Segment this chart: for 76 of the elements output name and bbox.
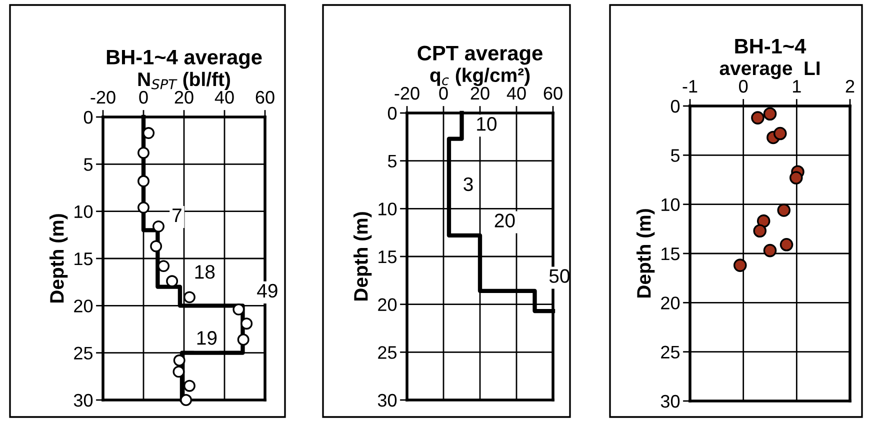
x-tick-label: 20 <box>174 90 194 104</box>
x-tick-label: -1 <box>682 80 698 93</box>
point <box>173 354 186 366</box>
point <box>183 380 196 392</box>
y-tick-label: 15 <box>662 248 680 260</box>
y-tick-label: 30 <box>660 394 680 408</box>
y-tick-label: 30 <box>378 394 397 407</box>
y-tick-label: 15 <box>74 252 93 266</box>
chart-title: CPT average <box>418 46 542 65</box>
chart-title: BH-1~4 average <box>106 50 262 69</box>
point <box>138 202 150 214</box>
x-tick-label: 0 <box>139 90 148 104</box>
y-tick-label: 25 <box>74 346 93 360</box>
annotation: 18 <box>195 265 215 279</box>
y-axis-title: Depth (m) <box>354 212 372 301</box>
x-tick-label: -20 <box>90 90 116 104</box>
point <box>180 394 192 406</box>
y-axis-title: Depth (m) <box>50 214 68 303</box>
point <box>789 171 803 184</box>
y-tick-label: 5 <box>388 154 397 168</box>
point <box>777 204 791 217</box>
y-tick-label: 10 <box>662 198 680 212</box>
x-axis-title: average LI <box>720 62 820 80</box>
point <box>152 220 164 232</box>
y-tick-label: 25 <box>378 346 397 359</box>
x-tick-label: 0 <box>739 80 748 93</box>
y-tick-label: 0 <box>670 100 680 113</box>
y-tick-label: 20 <box>74 300 93 312</box>
y-tick-label: 15 <box>378 250 397 264</box>
point <box>733 258 747 272</box>
point <box>150 240 162 252</box>
point <box>142 127 155 140</box>
point <box>751 111 764 124</box>
y-tick-label: 5 <box>84 158 93 171</box>
y-tick-label: 5 <box>670 149 680 162</box>
y-tick-label: 20 <box>661 296 680 310</box>
x-tick-label: -20 <box>394 86 420 100</box>
chart-title: BH-1~4 <box>735 39 806 54</box>
point <box>237 334 250 346</box>
point <box>773 126 787 140</box>
point <box>780 238 794 252</box>
x-axis-title: q$_{c}$ (kg/cm²) <box>430 68 530 86</box>
point <box>232 303 245 316</box>
point <box>763 107 777 121</box>
point <box>158 260 170 272</box>
point <box>753 224 767 238</box>
point <box>240 318 253 330</box>
y-tick-label: 20 <box>378 298 397 312</box>
x-tick-label: 60 <box>256 90 274 104</box>
x-tick-label: 60 <box>544 86 562 100</box>
x-tick-label: 2 <box>846 80 854 93</box>
y-tick-label: 30 <box>74 394 93 407</box>
y-axis-title: Depth (m) <box>636 209 655 298</box>
y-tick-label: 25 <box>661 346 680 359</box>
annotation: 7 <box>172 208 182 222</box>
point <box>763 244 777 258</box>
point <box>138 175 150 188</box>
annotation: 19 <box>197 331 217 345</box>
x-tick-label: 1 <box>793 80 801 93</box>
x-tick-label: 20 <box>470 86 490 100</box>
point <box>138 146 150 159</box>
annotation: 10 <box>477 117 497 131</box>
point <box>756 214 770 228</box>
point <box>183 291 196 304</box>
x-tick-label: 40 <box>214 90 234 104</box>
annotation: 20 <box>494 214 515 228</box>
x-axis-title: N$_{SPT}$ (bl/ft) <box>138 72 230 90</box>
annotation: 49 <box>257 284 278 298</box>
y-tick-label: 10 <box>74 205 93 218</box>
x-tick-label: 0 <box>439 86 448 100</box>
annotation: 3 <box>464 177 473 192</box>
y-tick-label: 0 <box>388 106 397 120</box>
y-tick-label: 10 <box>378 202 397 216</box>
x-tick-label: 40 <box>506 86 526 100</box>
point <box>172 366 185 378</box>
y-tick-label: 0 <box>84 110 93 124</box>
